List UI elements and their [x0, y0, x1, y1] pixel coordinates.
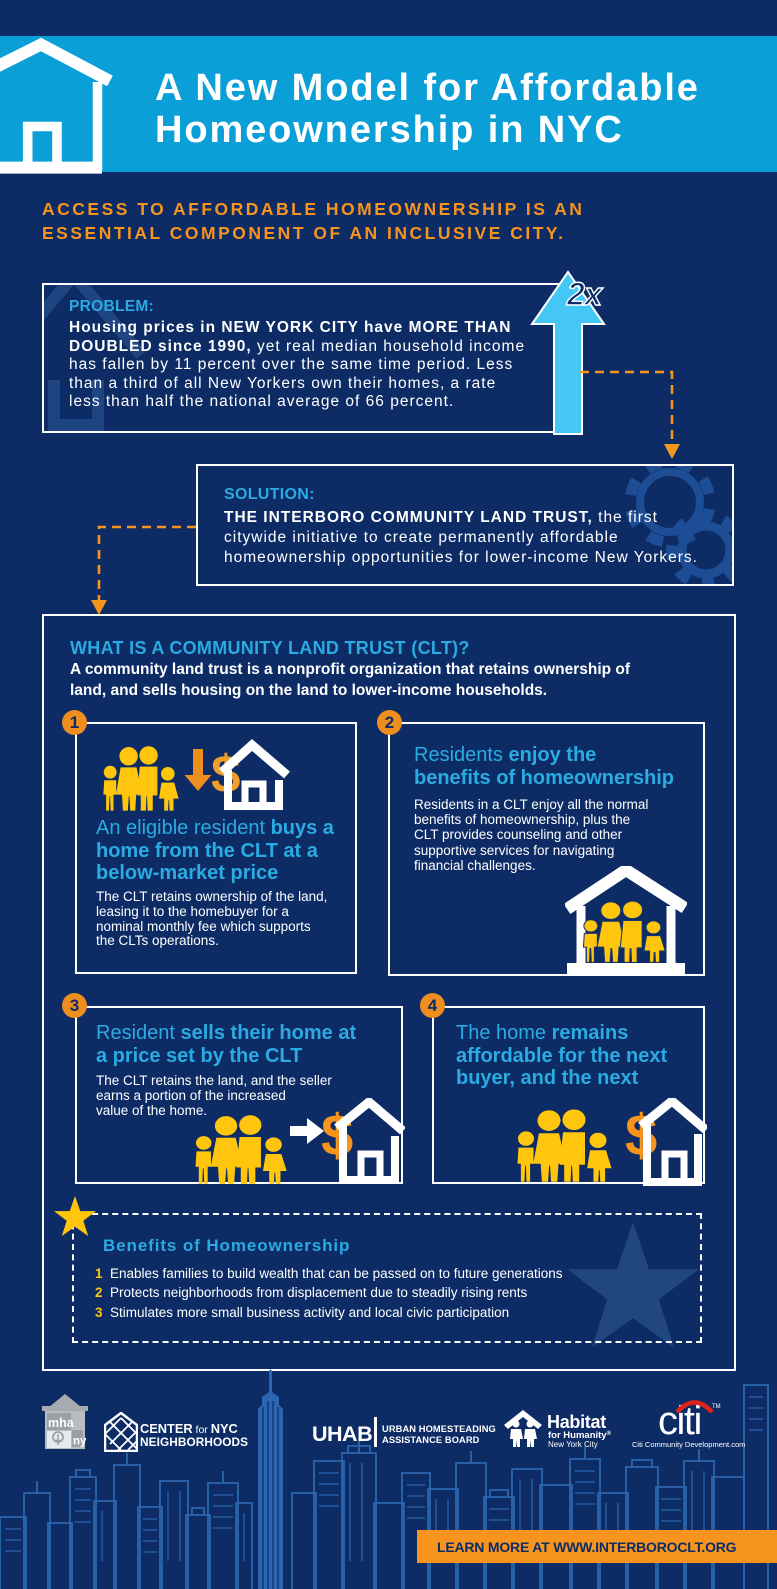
svg-text:$: $ [321, 1103, 353, 1168]
svg-text:ny: ny [73, 1436, 87, 1448]
svg-text:mha: mha [48, 1416, 75, 1430]
